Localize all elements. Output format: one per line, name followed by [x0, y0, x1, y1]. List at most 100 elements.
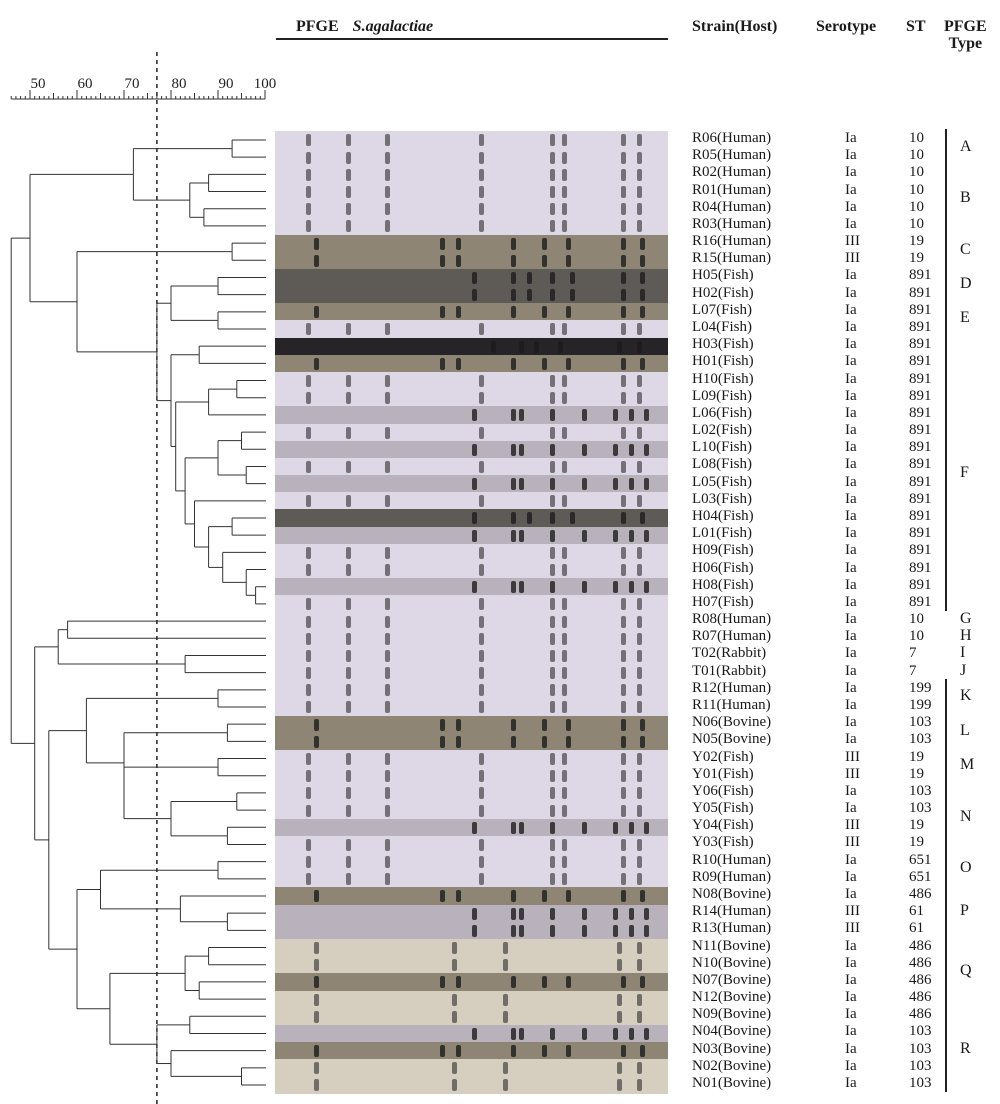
gel-band — [550, 616, 555, 628]
row-strain: Y01(Fish) — [692, 766, 754, 782]
gel-band — [550, 856, 555, 868]
gel-band — [306, 701, 311, 713]
row-strain: H02(Fish) — [692, 285, 754, 301]
pfge-type-bracket — [945, 335, 947, 611]
row-strain: H04(Fish) — [692, 508, 754, 524]
gel-band — [621, 805, 626, 817]
gel-band — [385, 684, 390, 696]
row-strain: Y02(Fish) — [692, 749, 754, 765]
gel-band — [511, 1028, 516, 1040]
gel-lane — [275, 750, 668, 768]
gel-band — [479, 839, 484, 851]
row-serotype: Ia — [845, 628, 857, 644]
gel-band — [562, 616, 567, 628]
gel-band — [306, 650, 311, 662]
pfge-type-label: I — [960, 644, 966, 661]
gel-band — [640, 255, 645, 267]
gel-band — [385, 650, 390, 662]
gel-lane — [275, 492, 668, 510]
pfge-type-bracket — [945, 851, 947, 886]
row-st: 891 — [909, 267, 932, 283]
gel-band — [617, 1011, 622, 1023]
gel-band — [511, 1045, 516, 1057]
row-strain: H08(Fish) — [692, 577, 754, 593]
row-strain: R11(Human) — [692, 697, 771, 713]
gel-band — [550, 272, 555, 284]
gel-band — [479, 495, 484, 507]
gel-band — [562, 134, 567, 146]
gel-band — [637, 564, 642, 576]
gel-band — [385, 787, 390, 799]
gel-band — [527, 289, 532, 301]
gel-band — [562, 564, 567, 576]
gel-band — [550, 186, 555, 198]
gel-band — [511, 255, 516, 267]
gel-band — [479, 392, 484, 404]
row-st: 891 — [909, 542, 932, 558]
row-serotype: Ia — [845, 1075, 857, 1091]
gel-band — [503, 959, 508, 971]
row-serotype: Ia — [845, 560, 857, 576]
gel-band — [562, 805, 567, 817]
gel-band — [582, 1028, 587, 1040]
row-st: 10 — [909, 130, 924, 146]
gel-band — [472, 409, 477, 421]
gel-band — [542, 719, 547, 731]
row-strain: Y03(Fish) — [692, 834, 754, 850]
row-strain: H05(Fish) — [692, 267, 754, 283]
row-st: 891 — [909, 491, 932, 507]
gel-band — [637, 1079, 642, 1091]
gel-band — [306, 564, 311, 576]
row-serotype: Ia — [845, 611, 857, 627]
row-serotype: Ia — [845, 972, 857, 988]
row-serotype: Ia — [845, 164, 857, 180]
gel-band — [582, 925, 587, 937]
gel-band — [621, 684, 626, 696]
gel-band — [637, 598, 642, 610]
gel-band — [346, 616, 351, 628]
row-strain: R08(Human) — [692, 611, 772, 627]
gel-band — [385, 461, 390, 473]
gel-lane — [275, 784, 668, 802]
gel-band — [621, 152, 626, 164]
gel-lane — [275, 595, 668, 613]
pfge-type-label: N — [960, 808, 972, 825]
gel-band — [621, 890, 626, 902]
row-st: 103 — [909, 800, 932, 816]
gel-band — [346, 392, 351, 404]
row-st: 103 — [909, 1023, 932, 1039]
gel-band — [346, 461, 351, 473]
gel-band — [562, 152, 567, 164]
gel-band — [550, 787, 555, 799]
gel-band — [550, 753, 555, 765]
gel-band — [511, 478, 516, 490]
gel-band — [637, 392, 642, 404]
gel-lane — [275, 973, 668, 991]
pfge-type-bracket — [945, 748, 947, 783]
row-st: 891 — [909, 302, 932, 318]
gel-band — [637, 633, 642, 645]
gel-lane — [275, 956, 668, 974]
gel-lane — [275, 544, 668, 562]
gel-band — [640, 1045, 645, 1057]
row-strain: L02(Fish) — [692, 422, 752, 438]
gel-band — [519, 444, 524, 456]
gel-band — [566, 719, 571, 731]
gel-band — [640, 358, 645, 370]
row-strain: T01(Rabbit) — [692, 663, 767, 679]
gel-lane — [275, 802, 668, 820]
gel-band — [314, 238, 319, 250]
gel-lane — [275, 338, 668, 356]
gel-band — [519, 341, 524, 353]
gel-band — [621, 787, 626, 799]
row-st: 10 — [909, 611, 924, 627]
row-serotype: III — [845, 903, 860, 919]
gel-band — [613, 908, 618, 920]
gel-lane — [275, 836, 668, 854]
gel-band — [479, 547, 484, 559]
gel-band — [637, 203, 642, 215]
gel-band — [314, 1079, 319, 1091]
gel-lane — [275, 509, 668, 527]
gel-band — [637, 770, 642, 782]
